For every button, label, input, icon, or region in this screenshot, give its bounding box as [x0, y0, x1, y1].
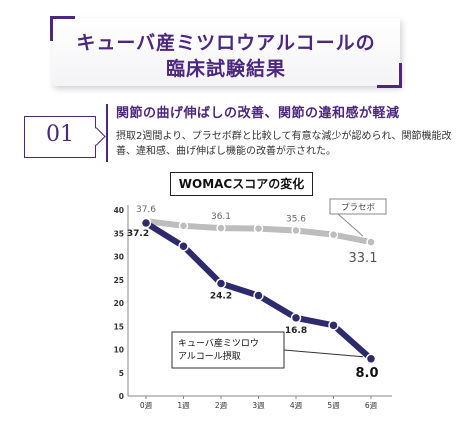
active-legend-box — [171, 331, 285, 369]
placebo-series-point — [291, 225, 301, 236]
page-title-line1: キューバ産ミツロウアルコールの — [76, 32, 376, 54]
placebo-data-label: 37.6 — [136, 205, 156, 215]
section-divider — [106, 104, 108, 162]
active-data-label: 8.0 — [355, 366, 378, 381]
y-tick-label: 10 — [114, 346, 124, 355]
section-number-box: 01 — [24, 116, 96, 158]
x-tick-label: 6週 — [365, 401, 378, 410]
x-tick-label: 1週 — [177, 401, 190, 410]
placebo-data-label: 33.1 — [349, 251, 378, 266]
placebo-data-label: 35.6 — [286, 214, 306, 224]
placebo-series-point — [253, 223, 264, 234]
active-legend-label: キューバ産ミツロウ — [178, 337, 259, 349]
active-series-point — [328, 320, 339, 331]
active-series-point — [178, 241, 189, 252]
placebo-callout-line — [337, 213, 364, 237]
chart-title: WOMACスコアの変化 — [178, 177, 305, 191]
placebo-legend-label: プラセボ — [341, 203, 376, 213]
page-title-line2: 臨床試験結果 — [165, 58, 286, 80]
chart-title-box: WOMACスコアの変化 — [170, 172, 313, 196]
active-series-point — [365, 353, 377, 365]
active-data-label: 37.2 — [127, 229, 149, 239]
x-tick-label: 5週 — [327, 401, 340, 410]
placebo-series-point — [178, 221, 189, 231]
active-callout-line — [283, 349, 364, 358]
corner-bracket-top-left — [50, 16, 75, 41]
active-legend-label: アルコール摂取 — [178, 350, 241, 362]
active-series-point — [140, 217, 152, 229]
placebo-series-point — [328, 229, 339, 240]
placebo-legend-box — [329, 198, 387, 215]
y-tick-label: 5 — [119, 369, 124, 378]
y-tick-label: 15 — [114, 322, 124, 331]
section-heading: 関節の曲げ伸ばしの改善、関節の違和感が軽減 — [116, 106, 400, 121]
x-tick-label: 3週 — [252, 401, 265, 410]
x-tick-label: 2週 — [215, 401, 228, 410]
y-tick-label: 40 — [114, 206, 124, 215]
section-number: 01 — [46, 122, 74, 147]
active-data-label: 16.8 — [285, 326, 307, 336]
y-tick-label: 0 — [119, 392, 124, 401]
y-tick-label: 35 — [114, 229, 124, 238]
section-description: 摂取2週間より、プラセボ群と比較して有意な減少が認められ、関節機能改善、違和感、… — [116, 131, 452, 157]
active-series-point — [215, 278, 227, 289]
corner-bracket-bottom-right — [377, 63, 402, 88]
active-series-point — [290, 312, 302, 324]
active-data-label: 24.2 — [210, 291, 232, 301]
y-tick-label: 20 — [114, 299, 124, 308]
y-tick-label: 25 — [114, 276, 124, 285]
placebo-data-label: 36.1 — [211, 212, 231, 222]
active-series-point — [253, 290, 264, 301]
x-tick-label: 4週 — [290, 401, 303, 410]
placebo-series-point — [366, 237, 376, 247]
y-tick-label: 30 — [114, 253, 124, 262]
x-tick-label: 0週 — [140, 401, 153, 410]
title-banner: キューバ産ミツロウアルコールの 臨床試験結果 — [50, 16, 402, 88]
placebo-series-point — [216, 223, 226, 233]
